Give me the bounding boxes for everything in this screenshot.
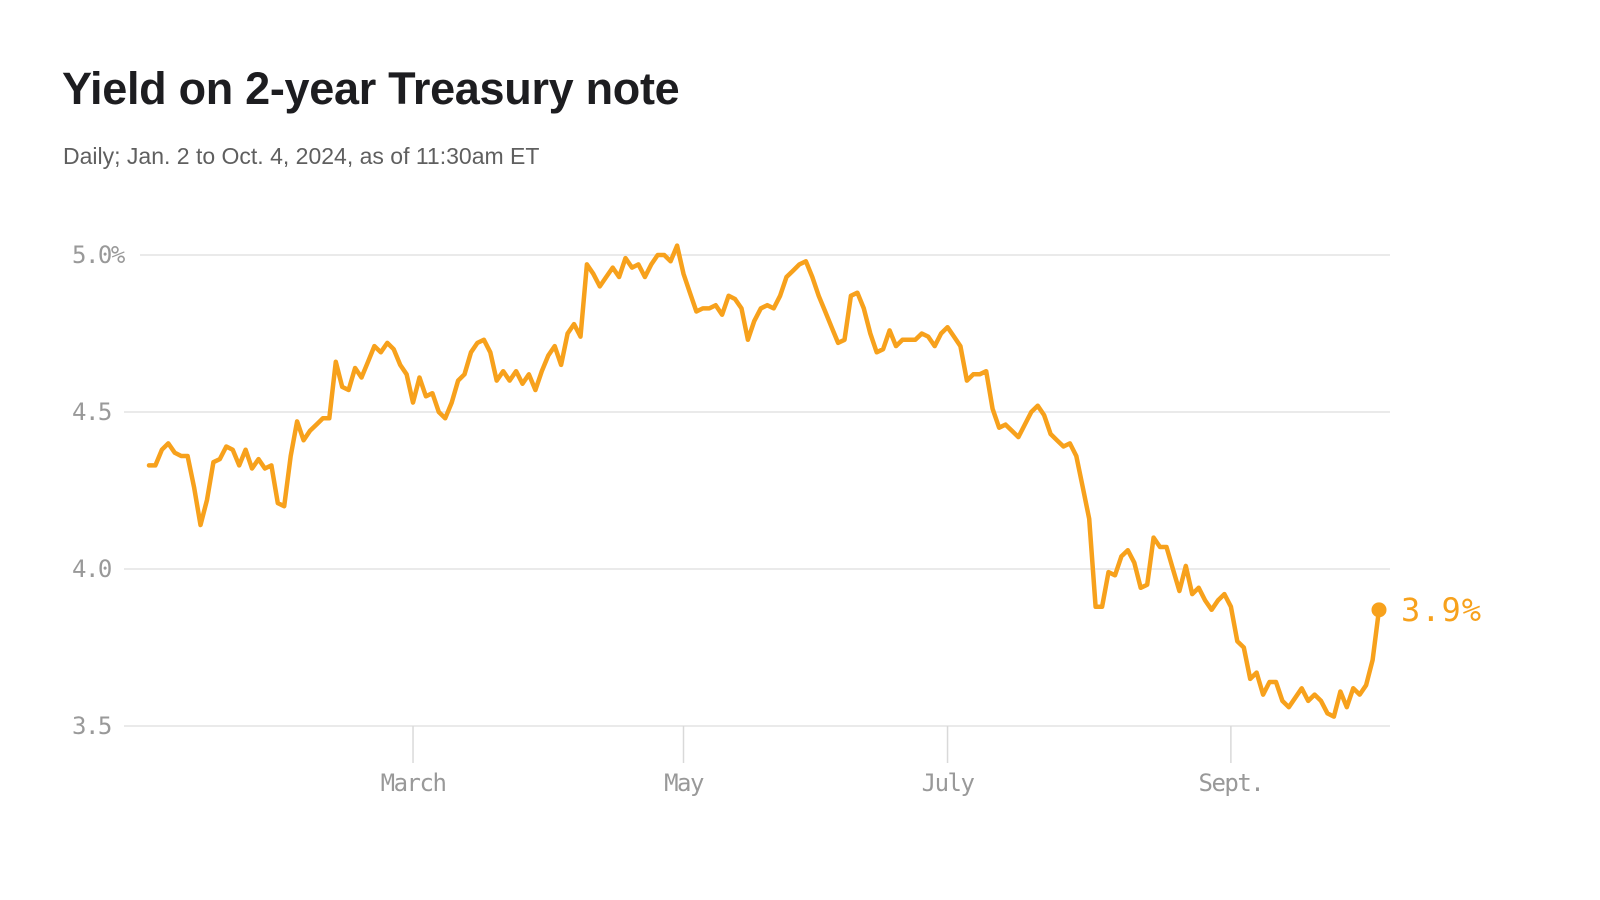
gridlines <box>124 254 1390 727</box>
y-axis-tick-label: 4.0 <box>72 555 111 583</box>
end-value-label: 3.9% <box>1401 591 1482 629</box>
chart-subtitle: Daily; Jan. 2 to Oct. 4, 2024, as of 11:… <box>63 143 540 169</box>
x-axis: March May July Sept. <box>381 726 1265 797</box>
y-axis-tick-label: 3.5 <box>72 712 111 740</box>
chart-title: Yield on 2-year Treasury note <box>62 63 680 114</box>
yield-line-series <box>146 243 1382 719</box>
x-axis-tick-label: July <box>922 769 975 797</box>
x-axis-tick-label: March <box>381 769 446 797</box>
end-point-dot <box>1371 602 1387 618</box>
y-axis-tick-label: 4.5 <box>72 398 111 426</box>
x-axis-tick-label: Sept. <box>1199 769 1264 797</box>
y-axis-labels: 5.0% 4.5 4.0 3.5 <box>72 241 127 740</box>
y-axis-tick-label: 5.0% <box>72 241 126 269</box>
x-axis-tick-label: May <box>664 769 704 797</box>
